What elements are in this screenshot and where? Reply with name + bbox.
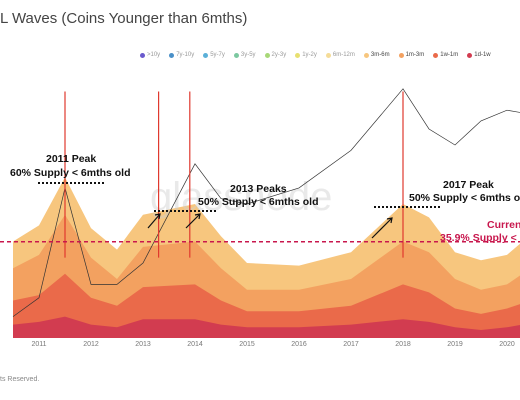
legend-label: 1m-3m xyxy=(405,52,425,58)
price-line xyxy=(12,88,520,317)
legend-item[interactable]: 5y-7y xyxy=(203,52,225,58)
x-tick-label: 2019 xyxy=(447,341,463,348)
arrow-2013-right xyxy=(185,213,201,229)
legend-item[interactable]: 3m-6m xyxy=(363,52,390,58)
x-tick-label: 2016 xyxy=(291,341,307,348)
x-tick-label: 2020 xyxy=(499,341,515,348)
x-tick-label: 2013 xyxy=(135,341,151,348)
legend-item[interactable]: 1y-2y xyxy=(295,52,317,58)
annotation-2011-sub: 60% Supply < 6mths old xyxy=(10,167,131,179)
annotation-2017-title: 2017 Peak xyxy=(443,179,494,191)
x-tick-label: 2011 xyxy=(31,341,46,348)
legend-dot xyxy=(233,52,239,58)
annotation-2013-title: 2013 Peaks xyxy=(230,183,287,195)
arrow-2017 xyxy=(371,217,393,239)
legend-dot xyxy=(295,52,301,58)
legend-dot xyxy=(398,52,404,58)
legend-item[interactable]: >10y xyxy=(140,52,160,58)
chart-title: L Waves (Coins Younger than 6mths) xyxy=(0,10,248,27)
legend-dot xyxy=(264,52,270,58)
legend-dot xyxy=(325,52,331,58)
legend-item[interactable]: 3y-5y xyxy=(233,52,256,58)
legend-label: 1d-1w xyxy=(474,52,491,58)
legend-item[interactable]: 1m-3m xyxy=(398,52,425,58)
legend-dot xyxy=(203,52,209,58)
x-tick-label: 2018 xyxy=(395,341,411,348)
legend-label: 7y-10y xyxy=(176,52,195,58)
legend: >10y 7y-10y 5y-7y 3y-5y 2y-3y 1y-2y 6m-1… xyxy=(140,52,491,58)
legend-label: 3m-6m xyxy=(370,52,390,58)
arrow-head xyxy=(194,213,201,220)
annotation-2013-sub: 50% Supply < 6mths old xyxy=(198,196,319,208)
legend-item[interactable]: 6m-12m xyxy=(325,52,355,58)
area-layers xyxy=(13,177,520,338)
legend-label: 3y-5y xyxy=(240,52,256,58)
legend-label: 1w-1m xyxy=(440,52,459,58)
copyright-footer: ts Reserved. xyxy=(0,376,40,383)
legend-label: 1y-2y xyxy=(302,52,317,58)
legend-dot xyxy=(140,52,145,58)
legend-item[interactable]: 1d-1w xyxy=(467,52,491,58)
arrow-head xyxy=(154,213,161,220)
x-tick-label: 2012 xyxy=(83,341,99,348)
legend-dot xyxy=(467,52,473,58)
legend-item[interactable]: 7y-10y xyxy=(169,52,194,58)
watermark: glassnode xyxy=(150,175,332,219)
x-tick-label: 2017 xyxy=(343,341,359,348)
annotation-current-title: Curren xyxy=(487,219,520,231)
annotation-2011-title: 2011 Peak xyxy=(46,153,96,165)
legend-label: 6m-12m xyxy=(332,52,355,58)
arrow-head xyxy=(386,217,393,224)
legend-label: >10y xyxy=(147,52,161,58)
arrow-2013-left xyxy=(147,213,161,229)
annotation-2017-sub: 50% Supply < 6mths ol xyxy=(409,192,520,204)
legend-label: 2y-3y xyxy=(271,52,287,58)
legend-dot xyxy=(169,52,175,58)
legend-item[interactable]: 2y-3y xyxy=(264,52,287,58)
annotation-current-sub: 35.9% Supply < xyxy=(440,232,517,244)
x-axis: 2011 2012 2013 2014 2015 2016 2017 2018 2019 2020 xyxy=(31,341,514,348)
peak-spikes xyxy=(64,91,404,258)
annotation-arrows xyxy=(147,213,393,239)
x-tick-label: 2014 xyxy=(187,341,203,348)
legend-dot xyxy=(433,52,439,58)
legend-label: 5y-7y xyxy=(210,52,225,58)
legend-item[interactable]: 1w-1m xyxy=(433,52,458,58)
legend-dot xyxy=(363,52,369,58)
area-1d-1w xyxy=(13,316,520,338)
x-tick-label: 2015 xyxy=(239,341,255,348)
